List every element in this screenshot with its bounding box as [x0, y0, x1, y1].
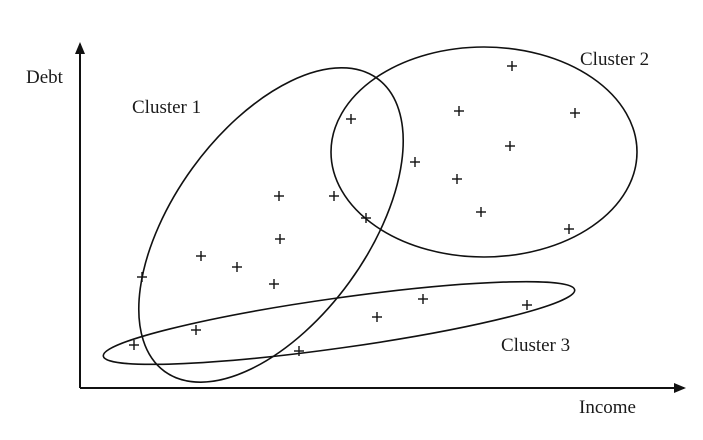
cluster-1-ellipse	[137, 67, 405, 383]
cluster-1-label: Cluster 1	[132, 97, 201, 118]
data-point-marker	[232, 262, 242, 272]
data-point-marker	[196, 251, 206, 261]
data-point-marker	[522, 300, 532, 310]
cluster-3-ellipse	[102, 280, 576, 366]
cluster-2-ellipse	[330, 46, 638, 258]
cluster-2-label: Cluster 2	[580, 49, 649, 70]
data-point-marker	[476, 207, 486, 217]
y-axis-label: Debt	[26, 67, 64, 88]
data-point-marker	[275, 234, 285, 244]
data-point-marker	[454, 106, 464, 116]
data-point-marker	[418, 294, 428, 304]
data-point-marker	[269, 279, 279, 289]
data-point-marker	[372, 312, 382, 322]
data-point-marker	[137, 272, 147, 282]
x-axis-label: Income	[579, 397, 636, 418]
data-point-marker	[129, 340, 139, 350]
data-point-marker	[564, 224, 574, 234]
data-point-marker	[505, 141, 515, 151]
cluster-3-label: Cluster 3	[501, 335, 570, 356]
data-point-marker	[294, 346, 304, 356]
data-points	[129, 61, 580, 356]
data-point-marker	[346, 114, 356, 124]
data-point-marker	[191, 325, 201, 335]
data-point-marker	[570, 108, 580, 118]
data-point-marker	[452, 174, 462, 184]
data-point-marker	[274, 191, 284, 201]
data-point-marker	[410, 157, 420, 167]
data-point-marker	[361, 213, 371, 223]
data-point-marker	[507, 61, 517, 71]
data-point-marker	[329, 191, 339, 201]
